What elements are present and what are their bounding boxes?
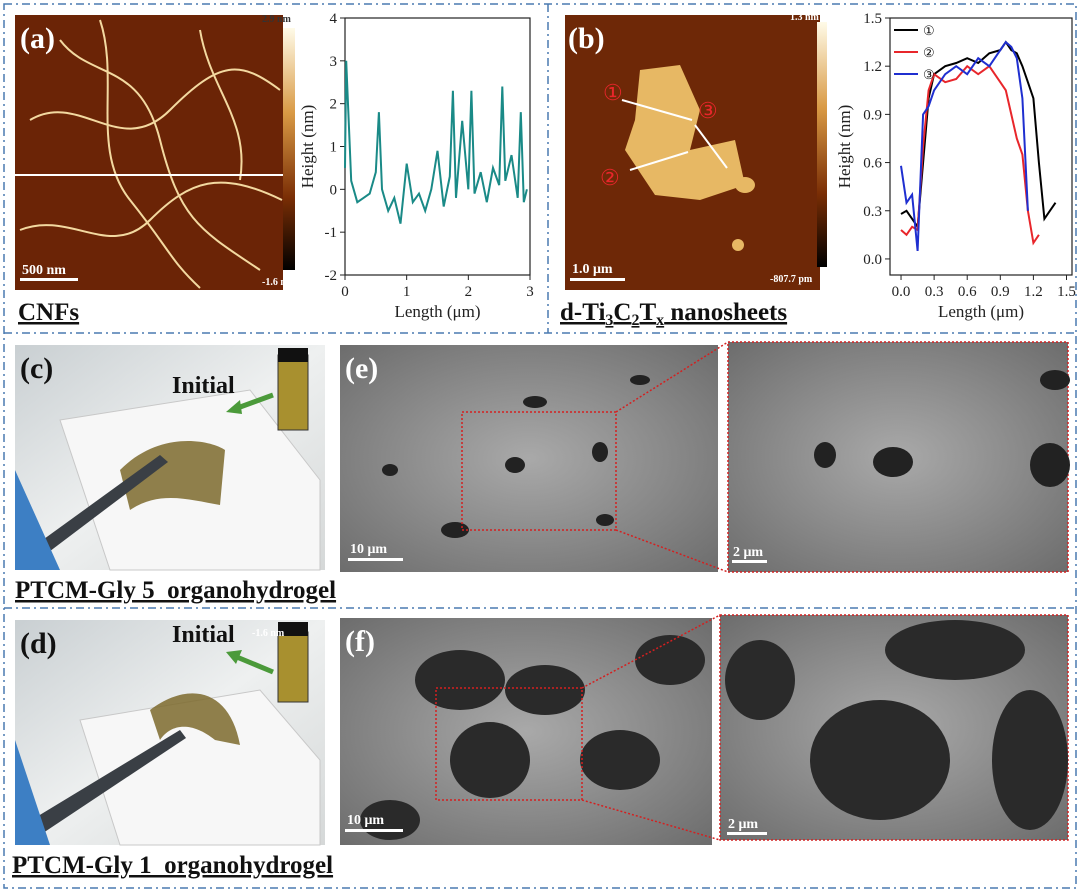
photo-c xyxy=(15,345,325,571)
colorbar-min: -807.7 pm xyxy=(770,274,813,285)
sem-image-e xyxy=(340,341,1070,573)
scale-bar-label: 10 μm xyxy=(350,542,387,557)
y-tick-label: 1.5 xyxy=(863,11,882,27)
y-tick-label: 2 xyxy=(330,97,338,113)
y-tick-label: 1.2 xyxy=(863,59,882,75)
x-tick-label: 0.9 xyxy=(991,284,1010,300)
panel-label: (d) xyxy=(20,627,57,660)
panel-label: (a) xyxy=(20,22,55,55)
photo-d xyxy=(15,620,325,846)
legend-label: ① xyxy=(923,23,935,38)
caption: CNFs xyxy=(18,299,79,326)
y-tick-label: 3 xyxy=(330,54,338,70)
caption-part: x xyxy=(656,312,664,329)
profile-marker: ③ xyxy=(698,98,718,123)
x-tick-label: 1.2 xyxy=(1024,284,1043,300)
caption-part: C xyxy=(613,299,631,326)
y-tick-label: -1 xyxy=(325,225,338,241)
x-tick-label: 1.5 xyxy=(1057,284,1076,300)
plot-frame xyxy=(889,17,1073,276)
colorbar-max: 2.9 nm xyxy=(262,14,292,25)
caption: PTCM-Gly 5 organohydrogel xyxy=(15,577,336,604)
overlay-text: -1.6 nm xyxy=(252,628,285,639)
y-tick-label: 1 xyxy=(330,140,338,156)
caption-part: T xyxy=(639,299,656,326)
scale-bar-label: 500 nm xyxy=(22,263,66,278)
colorbar xyxy=(283,28,295,270)
x-tick-label: 3 xyxy=(526,284,534,300)
caption-part: nanosheets xyxy=(664,299,787,326)
annotation: Initial xyxy=(172,373,235,399)
panel-label: (f) xyxy=(345,625,375,658)
colorbar xyxy=(817,22,827,267)
colorbar-min: -1.6 nm xyxy=(262,277,295,288)
x-tick-label: 1 xyxy=(403,284,411,300)
scale-bar-label: 10 μm xyxy=(347,813,384,828)
caption-part: d-Ti xyxy=(560,299,605,326)
x-tick-label: 0.3 xyxy=(925,284,944,300)
afm-image-a xyxy=(15,15,283,290)
scale-bar-label: 2 μm xyxy=(728,817,758,832)
x-tick-label: 0 xyxy=(341,284,349,300)
y-axis-label: Height (nm) xyxy=(835,105,854,189)
scale-bar-label: 1.0 μm xyxy=(572,262,613,277)
y-tick-label: 0.9 xyxy=(863,107,882,123)
x-tick-label: 2 xyxy=(465,284,473,300)
caption: d-Ti3C2Tx nanosheets xyxy=(560,299,787,329)
x-axis-label: Length (μm) xyxy=(938,302,1024,321)
legend-label: ③ xyxy=(923,67,935,82)
line-series xyxy=(344,60,528,224)
plot-frame xyxy=(344,17,531,276)
panel-label: (e) xyxy=(345,352,378,385)
frame xyxy=(3,3,1077,889)
y-tick-label: 0.3 xyxy=(863,204,882,220)
y-axis-label: Height (nm) xyxy=(298,105,317,189)
x-axis-label: Length (μm) xyxy=(394,302,480,321)
scale-bar-label: 2 μm xyxy=(733,545,763,560)
caption-part: 2 xyxy=(631,312,639,329)
sem-image-f xyxy=(340,614,1069,845)
colorbar-max: 1.3 nm xyxy=(790,12,820,23)
x-tick-label: 0.0 xyxy=(892,284,911,300)
line-series xyxy=(900,40,1029,251)
y-tick-label: 0.6 xyxy=(863,156,882,172)
legend-label: ② xyxy=(923,45,935,60)
y-tick-label: -2 xyxy=(325,268,338,284)
y-tick-label: 0 xyxy=(330,182,338,198)
caption-part: 3 xyxy=(605,312,613,329)
panel-label: (c) xyxy=(20,352,53,385)
profile-marker: ① xyxy=(603,80,623,105)
y-tick-label: 0.0 xyxy=(863,252,882,268)
panel-label: (b) xyxy=(568,22,605,55)
x-tick-label: 0.6 xyxy=(958,284,977,300)
annotation: Initial xyxy=(172,622,235,648)
caption: PTCM-Gly 1 organohydrogel xyxy=(12,852,333,879)
y-tick-label: 4 xyxy=(330,11,338,27)
profile-marker: ② xyxy=(600,165,620,190)
afm-image-b xyxy=(565,15,820,290)
